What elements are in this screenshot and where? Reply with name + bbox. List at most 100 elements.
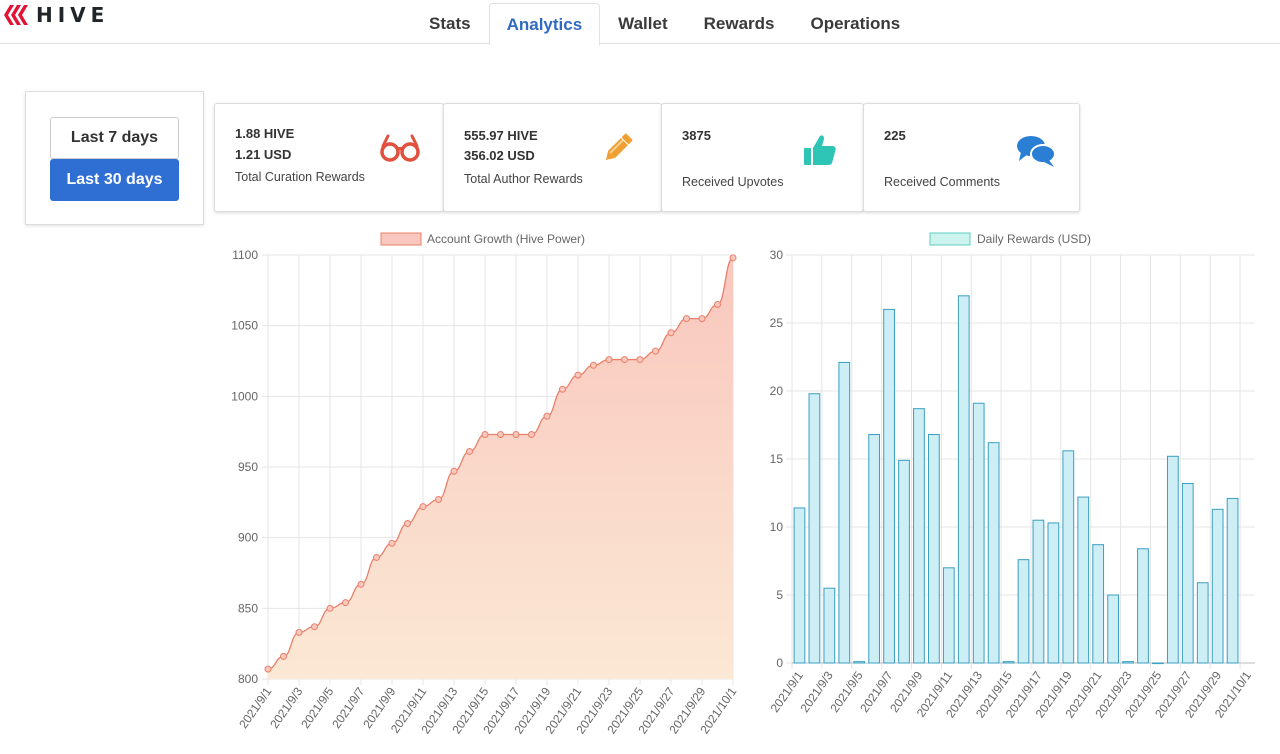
growth-data-point[interactable] bbox=[590, 361, 597, 369]
growth-data-point[interactable] bbox=[311, 623, 318, 631]
daily-y-tick-label: 5 bbox=[776, 588, 783, 602]
growth-data-point[interactable] bbox=[559, 385, 566, 393]
last-30-days-button[interactable]: Last 30 days bbox=[50, 159, 179, 201]
curation-label: Total Curation Rewards bbox=[235, 170, 365, 184]
growth-data-point[interactable] bbox=[373, 553, 380, 561]
daily-bar[interactable] bbox=[957, 295, 970, 664]
growth-y-tick-label: 950 bbox=[238, 460, 258, 474]
daily-bar[interactable] bbox=[987, 442, 1000, 664]
comments-value: 225 bbox=[884, 128, 906, 143]
daily-bar[interactable] bbox=[1092, 544, 1105, 664]
growth-data-point[interactable] bbox=[621, 356, 628, 364]
curation-rewards-card: 1.88 HIVE 1.21 USD Total Curation Reward… bbox=[214, 103, 444, 212]
growth-data-point[interactable] bbox=[652, 347, 659, 355]
growth-y-tick-label: 1050 bbox=[231, 319, 258, 333]
date-range-selector: Last 7 days Last 30 days bbox=[25, 91, 204, 225]
pencil-icon bbox=[605, 133, 633, 161]
curation-usd-value: 1.21 USD bbox=[235, 147, 292, 162]
growth-data-point[interactable] bbox=[729, 254, 737, 262]
daily-bar[interactable] bbox=[838, 361, 851, 664]
growth-data-point[interactable] bbox=[450, 467, 458, 475]
growth-data-point[interactable] bbox=[481, 430, 489, 438]
daily-bar[interactable] bbox=[883, 308, 895, 664]
growth-legend[interactable]: Account Growth (Hive Power) bbox=[380, 232, 585, 246]
author-usd-value: 356.02 USD bbox=[464, 148, 535, 163]
daily-bar[interactable] bbox=[898, 459, 910, 664]
daily-bar[interactable] bbox=[1032, 519, 1045, 664]
daily-bar[interactable] bbox=[1152, 662, 1164, 665]
daily-y-tick-label: 25 bbox=[770, 316, 784, 330]
tab-rewards[interactable]: Rewards bbox=[703, 14, 775, 33]
growth-data-point[interactable] bbox=[543, 412, 551, 420]
daily-bar[interactable] bbox=[1002, 661, 1015, 664]
growth-data-point[interactable] bbox=[264, 665, 272, 673]
daily-bar[interactable] bbox=[1137, 548, 1149, 664]
growth-data-point[interactable] bbox=[280, 652, 287, 660]
growth-data-point[interactable] bbox=[683, 315, 690, 323]
growth-data-point[interactable] bbox=[528, 430, 535, 438]
daily-bar[interactable] bbox=[1122, 661, 1134, 664]
daily-bar[interactable] bbox=[868, 434, 881, 664]
hive-logo-icon bbox=[4, 5, 28, 25]
growth-y-tick-label: 800 bbox=[238, 672, 258, 686]
growth-legend-label: Account Growth (Hive Power) bbox=[427, 232, 585, 246]
daily-bar[interactable] bbox=[823, 587, 836, 664]
tab-wallet[interactable]: Wallet bbox=[618, 14, 668, 33]
growth-data-point[interactable] bbox=[404, 520, 411, 528]
growth-data-point[interactable] bbox=[466, 447, 473, 455]
daily-y-tick-label: 20 bbox=[770, 384, 784, 398]
growth-data-point[interactable] bbox=[388, 539, 396, 547]
brand-name: HIVE bbox=[36, 3, 110, 27]
author-hive-value: 555.97 HIVE bbox=[464, 128, 538, 143]
daily-bar[interactable] bbox=[1077, 496, 1090, 664]
comments-card: 225 Received Comments bbox=[863, 103, 1080, 212]
daily-bar[interactable] bbox=[853, 661, 866, 664]
growth-data-point[interactable] bbox=[326, 604, 334, 612]
daily-legend-swatch bbox=[929, 232, 971, 246]
daily-bar[interactable] bbox=[1107, 594, 1119, 664]
daily-bar[interactable] bbox=[1166, 455, 1179, 664]
daily-bar[interactable] bbox=[1211, 508, 1224, 664]
daily-bar[interactable] bbox=[1062, 450, 1075, 664]
daily-bar[interactable] bbox=[793, 507, 806, 664]
upvotes-label: Received Upvotes bbox=[682, 175, 784, 189]
daily-bar[interactable] bbox=[1196, 582, 1209, 664]
hive-logo[interactable]: HIVE bbox=[2, 3, 109, 27]
author-rewards-card: 555.97 HIVE 356.02 USD Total Author Rewa… bbox=[443, 103, 662, 212]
daily-legend[interactable]: Daily Rewards (USD) bbox=[929, 232, 1091, 246]
last-7-days-button[interactable]: Last 7 days bbox=[50, 117, 179, 159]
daily-bar[interactable] bbox=[1181, 482, 1194, 664]
daily-bar[interactable] bbox=[972, 402, 985, 664]
daily-bar[interactable] bbox=[1017, 559, 1030, 664]
glasses-icon bbox=[380, 134, 420, 162]
growth-data-point[interactable] bbox=[435, 496, 442, 504]
daily-bar[interactable] bbox=[808, 393, 821, 664]
growth-data-point[interactable] bbox=[357, 580, 365, 588]
growth-data-point[interactable] bbox=[342, 599, 349, 607]
growth-data-point[interactable] bbox=[295, 628, 303, 636]
daily-bar[interactable] bbox=[928, 434, 940, 664]
tab-stats[interactable]: Stats bbox=[429, 14, 471, 33]
growth-data-point[interactable] bbox=[636, 356, 644, 364]
daily-bar[interactable] bbox=[913, 408, 925, 664]
growth-data-point[interactable] bbox=[512, 430, 520, 438]
tab-analytics[interactable]: Analytics bbox=[488, 3, 601, 45]
growth-data-point[interactable] bbox=[714, 300, 721, 308]
tab-operations[interactable]: Operations bbox=[810, 14, 901, 33]
growth-data-point[interactable] bbox=[605, 356, 613, 364]
daily-bar[interactable] bbox=[1047, 522, 1060, 664]
growth-data-point[interactable] bbox=[497, 430, 504, 438]
daily-bar[interactable] bbox=[1226, 497, 1239, 664]
growth-y-tick-label: 1000 bbox=[231, 389, 258, 403]
growth-data-point[interactable] bbox=[698, 315, 706, 323]
growth-data-point[interactable] bbox=[419, 503, 427, 511]
upvotes-value: 3875 bbox=[682, 128, 711, 143]
growth-data-point[interactable] bbox=[574, 371, 582, 379]
daily-y-tick-label: 30 bbox=[770, 248, 784, 262]
daily-y-tick-label: 0 bbox=[776, 656, 783, 670]
daily-bar[interactable] bbox=[942, 567, 955, 664]
upvotes-card: 3875 Received Upvotes bbox=[661, 103, 864, 212]
top-navigation: HIVE Stats Analytics Wallet Rewards Oper… bbox=[0, 0, 1280, 45]
growth-data-point[interactable] bbox=[667, 329, 675, 337]
